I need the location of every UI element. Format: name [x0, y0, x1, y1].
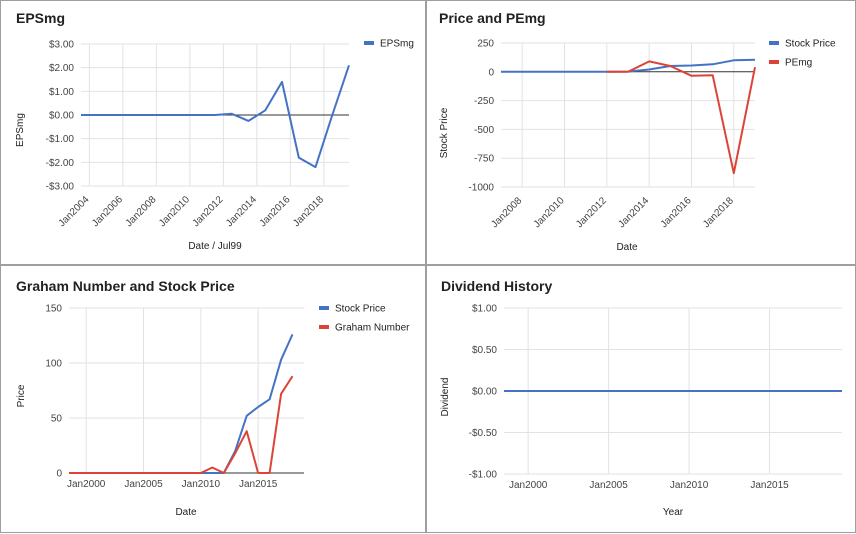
y-axis-label: EPSmg — [15, 113, 26, 147]
x-tick-label: Jan2015 — [239, 479, 278, 490]
chart-panel-epsmg: EPSmg Jan2004 Jan2006 Jan2008 Jan2010 Jan2012… — [0, 0, 426, 265]
y-tick-label: 250 — [477, 39, 494, 50]
legend-entry: PEmg — [785, 58, 812, 69]
y-tick-label: 0 — [488, 67, 494, 78]
y-tick-label: -500 — [474, 125, 494, 136]
series-line — [69, 333, 294, 474]
y-tick-label: 50 — [51, 414, 63, 425]
chart-title: EPSmg — [16, 10, 65, 26]
x-tick-label: Jan2016 — [258, 194, 293, 229]
x-axis-label: Date / Jul99 — [188, 241, 242, 252]
legend-swatch — [319, 325, 329, 329]
y-tick-label: $0.00 — [472, 387, 497, 398]
y-tick-label: -$3.00 — [46, 182, 75, 193]
y-axis-label: Price — [16, 384, 27, 407]
y-tick-label: 150 — [45, 304, 62, 315]
series-line — [606, 60, 756, 175]
legend-entry: Graham Number — [335, 323, 410, 334]
x-tick-label: Jan2010 — [532, 195, 567, 230]
chart-svg-epsmg: EPSmg Jan2004Jan2006Jan2008Jan2010Jan2012… — [15, 10, 414, 252]
x-tick-label: Jan2008 — [124, 194, 159, 229]
y-tick-label: -$2.00 — [46, 158, 75, 169]
series-line — [81, 64, 350, 169]
chart-title: Dividend History — [441, 278, 552, 294]
chart-svg-dividend: Dividend History Jan2000 Jan2005 Jan2010 Jan… — [440, 278, 842, 518]
x-tick-label: Jan2004 — [57, 194, 92, 229]
x-tick-label: Jan2010 — [157, 194, 192, 229]
y-tick-label: $3.00 — [49, 40, 74, 51]
y-tick-label: -1000 — [468, 183, 494, 194]
chart-title: Graham Number and Stock Price — [16, 278, 235, 294]
x-axis-label: Year — [663, 507, 684, 518]
x-tick-label: Jan2018 — [701, 195, 736, 230]
x-tick-label: Jan2005 — [589, 480, 628, 491]
y-tick-label: -$1.00 — [46, 134, 75, 145]
x-tick-label: Jan2000 — [67, 479, 106, 490]
x-tick-label: Jan2006 — [90, 194, 125, 229]
y-tick-label: -250 — [474, 96, 494, 107]
legend-swatch — [319, 306, 329, 310]
x-tick-label: Jan2000 — [509, 480, 548, 491]
legend-entry: Stock Price — [785, 39, 836, 50]
y-tick-label: $1.00 — [472, 304, 497, 315]
y-axis-label: Stock Price — [439, 107, 450, 158]
x-tick-label: Jan2008 — [489, 195, 524, 230]
y-tick-label: -750 — [474, 154, 494, 165]
legend-entry: EPSmg — [380, 39, 414, 50]
y-tick-label: $1.00 — [49, 87, 74, 98]
y-tick-label: $0.00 — [49, 111, 74, 122]
y-tick-label: -$0.50 — [469, 428, 498, 439]
x-axis-label: Date — [616, 242, 638, 253]
y-tick-label: $0.50 — [472, 345, 497, 356]
x-tick-label: Jan2016 — [659, 195, 694, 230]
y-axis-label: Dividend — [440, 378, 451, 417]
x-tick-label: Jan2010 — [182, 479, 221, 490]
x-tick-label: Jan2018 — [291, 194, 326, 229]
x-tick-label: Jan2005 — [124, 479, 163, 490]
y-tick-label: 0 — [56, 469, 62, 480]
y-tick-label: $2.00 — [49, 63, 74, 74]
y-tick-label: -$1.00 — [469, 470, 498, 481]
chart-svg-graham: Graham Number and Stock Price Jan2000 Jan2… — [16, 278, 410, 518]
chart-panel-dividend: Dividend History Jan2000 Jan2005 Jan2010 Jan… — [426, 265, 856, 533]
x-tick-label: Jan2012 — [574, 195, 609, 230]
series-line — [69, 375, 294, 474]
legend-swatch — [769, 60, 779, 64]
legend-swatch — [769, 41, 779, 45]
chart-panel-price-pemg: Price and PEmg Jan2008 Jan2010 Jan2012 Jan20… — [426, 0, 856, 265]
x-tick-label: Jan2010 — [670, 480, 709, 491]
chart-panel-graham: Graham Number and Stock Price Jan2000 Jan2… — [0, 265, 426, 533]
x-tick-label: Jan2012 — [191, 194, 226, 229]
x-axis-label: Date — [175, 507, 197, 518]
series-line — [501, 58, 756, 73]
y-tick-label: 100 — [45, 359, 62, 370]
legend-entry: Stock Price — [335, 304, 386, 315]
legend-swatch — [364, 41, 374, 45]
x-tick-label: Jan2014 — [616, 195, 651, 230]
x-tick-label: Jan2014 — [224, 194, 259, 229]
chart-title: Price and PEmg — [439, 10, 546, 26]
x-tick-label: Jan2015 — [750, 480, 789, 491]
